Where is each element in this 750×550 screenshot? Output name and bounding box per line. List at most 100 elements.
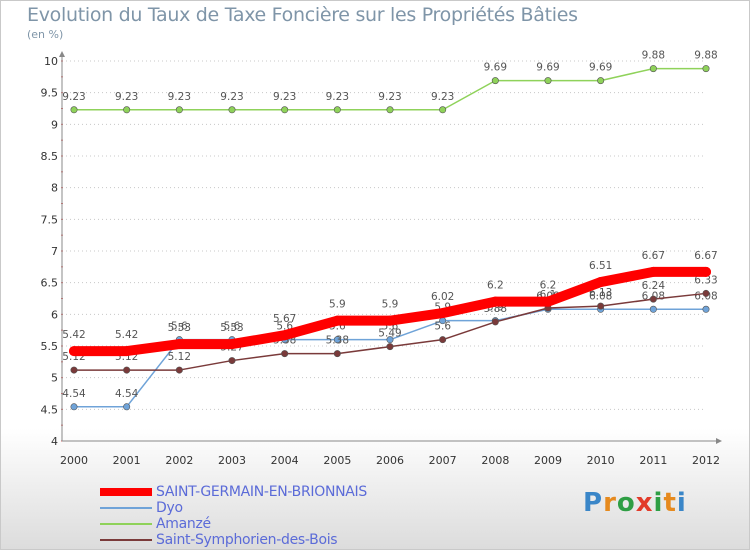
x-tick-label: 2008 xyxy=(481,454,509,467)
y-tick-label: 5 xyxy=(51,372,58,385)
x-tick-label: 2010 xyxy=(587,454,615,467)
data-point-amanz- xyxy=(333,106,341,114)
data-point-amanz- xyxy=(439,106,447,114)
data-label-saint-symphorien-des-bois: 5.38 xyxy=(326,335,349,347)
logo-letter: P xyxy=(583,488,604,518)
legend-swatch xyxy=(100,539,152,541)
data-point-saint-germain-en-brionnais xyxy=(648,266,659,277)
x-tick-label: 2002 xyxy=(165,454,193,467)
data-label-amanz-: 9.88 xyxy=(642,50,665,62)
data-label-saint-symphorien-des-bois: 5.6 xyxy=(434,321,451,333)
data-label-amanz-: 9.23 xyxy=(168,91,191,103)
data-label-saint-germain-en-brionnais: 6.02 xyxy=(431,291,454,303)
y-tick-label: 7.5 xyxy=(41,213,59,226)
y-tick-label: 5.5 xyxy=(41,340,59,353)
data-point-amanz- xyxy=(649,65,657,73)
data-label-saint-germain-en-brionnais: 5.9 xyxy=(329,299,346,311)
data-point-amanz- xyxy=(228,106,236,114)
x-tick-label: 2001 xyxy=(113,454,141,467)
data-label-saint-symphorien-des-bois: 6.33 xyxy=(694,274,717,286)
data-point-saint-symphorien-des-bois xyxy=(175,366,183,374)
data-point-saint-symphorien-des-bois xyxy=(597,302,605,310)
x-tick-label: 2005 xyxy=(323,454,351,467)
data-point-saint-symphorien-des-bois xyxy=(333,350,341,358)
x-tick-label: 2000 xyxy=(60,454,88,467)
y-tick-label: 6 xyxy=(51,308,58,321)
logo-letter: r xyxy=(603,488,617,518)
legend-label: Amanzé xyxy=(156,516,211,532)
data-label-saint-germain-en-brionnais: 5.42 xyxy=(62,329,85,341)
data-label-dyo: 4.54 xyxy=(115,388,139,400)
logo-letter: t xyxy=(663,488,677,518)
data-point-saint-symphorien-des-bois xyxy=(281,350,289,358)
chart-title: Evolution du Taux de Taxe Foncière sur l… xyxy=(27,4,578,26)
data-point-amanz- xyxy=(597,77,605,85)
chart-subtitle: (en %) xyxy=(27,28,64,41)
y-axis-arrow xyxy=(59,51,65,57)
data-label-dyo: 5.6 xyxy=(171,321,188,333)
data-label-dyo: 4.54 xyxy=(62,388,86,400)
data-point-dyo xyxy=(702,305,710,313)
data-label-saint-germain-en-brionnais: 6.67 xyxy=(642,250,665,262)
y-tick-label: 7 xyxy=(51,245,58,258)
legend-swatch xyxy=(100,523,152,525)
data-point-dyo xyxy=(123,403,131,411)
data-point-amanz- xyxy=(491,77,499,85)
data-label-saint-germain-en-brionnais: 6.67 xyxy=(694,250,717,262)
x-tick-label: 2004 xyxy=(271,454,299,467)
legend-label: Saint-Symphorien-des-Bois xyxy=(156,532,338,548)
data-point-amanz- xyxy=(702,65,710,73)
data-point-dyo xyxy=(649,305,657,313)
data-point-saint-germain-en-brionnais xyxy=(701,266,711,277)
data-label-amanz-: 9.23 xyxy=(220,91,243,103)
y-tick-label: 10 xyxy=(44,55,58,68)
data-label-amanz-: 9.69 xyxy=(536,62,559,74)
data-label-saint-germain-en-brionnais: 5.67 xyxy=(273,313,296,325)
y-tick-label: 4.5 xyxy=(41,403,59,416)
data-point-amanz- xyxy=(70,106,78,114)
data-point-dyo xyxy=(333,336,341,344)
data-point-saint-germain-en-brionnais xyxy=(595,277,606,288)
data-point-amanz- xyxy=(386,106,394,114)
data-label-amanz-: 9.69 xyxy=(589,62,612,74)
data-point-amanz- xyxy=(281,106,289,114)
data-point-saint-symphorien-des-bois xyxy=(439,336,447,344)
data-label-amanz-: 9.23 xyxy=(62,91,85,103)
data-point-saint-symphorien-des-bois xyxy=(386,343,394,351)
y-tick-label: 4 xyxy=(51,435,58,448)
data-point-saint-germain-en-brionnais xyxy=(543,296,553,307)
y-tick-label: 6.5 xyxy=(41,277,59,290)
data-label-amanz-: 9.23 xyxy=(378,91,401,103)
data-point-saint-symphorien-des-bois xyxy=(123,366,131,374)
data-label-amanz-: 9.69 xyxy=(484,62,507,74)
x-tick-label: 2012 xyxy=(692,454,720,467)
legend-swatch xyxy=(100,507,152,509)
x-tick-label: 2011 xyxy=(639,454,667,467)
data-label-dyo: 6.08 xyxy=(589,290,612,302)
data-point-amanz- xyxy=(175,106,183,114)
x-axis-arrow xyxy=(716,438,722,444)
data-label-saint-germain-en-brionnais: 6.2 xyxy=(540,280,557,292)
data-point-saint-germain-en-brionnais xyxy=(490,296,501,307)
data-point-saint-germain-en-brionnais xyxy=(174,339,185,350)
data-point-amanz- xyxy=(544,77,552,85)
data-label-saint-germain-en-brionnais: 5.42 xyxy=(115,329,138,341)
data-point-saint-symphorien-des-bois xyxy=(228,357,236,365)
data-label-saint-germain-en-brionnais: 5.53 xyxy=(168,322,191,334)
data-point-saint-symphorien-des-bois xyxy=(649,295,657,303)
data-label-dyo: 5.6 xyxy=(224,321,241,333)
data-label-amanz-: 9.23 xyxy=(431,91,454,103)
logo-letter: x xyxy=(635,488,654,518)
y-tick-label: 8.5 xyxy=(41,150,59,163)
data-point-saint-germain-en-brionnais xyxy=(121,346,132,357)
logo-letter: o xyxy=(616,488,636,518)
data-label-amanz-: 9.88 xyxy=(694,50,717,62)
data-label-amanz-: 9.23 xyxy=(115,91,138,103)
x-tick-label: 2006 xyxy=(376,454,404,467)
data-label-saint-germain-en-brionnais: 5.9 xyxy=(382,299,399,311)
data-point-saint-germain-en-brionnais xyxy=(227,339,237,350)
data-point-saint-germain-en-brionnais xyxy=(69,346,79,357)
data-point-saint-symphorien-des-bois xyxy=(491,318,499,326)
logo-letter: i xyxy=(653,488,664,518)
